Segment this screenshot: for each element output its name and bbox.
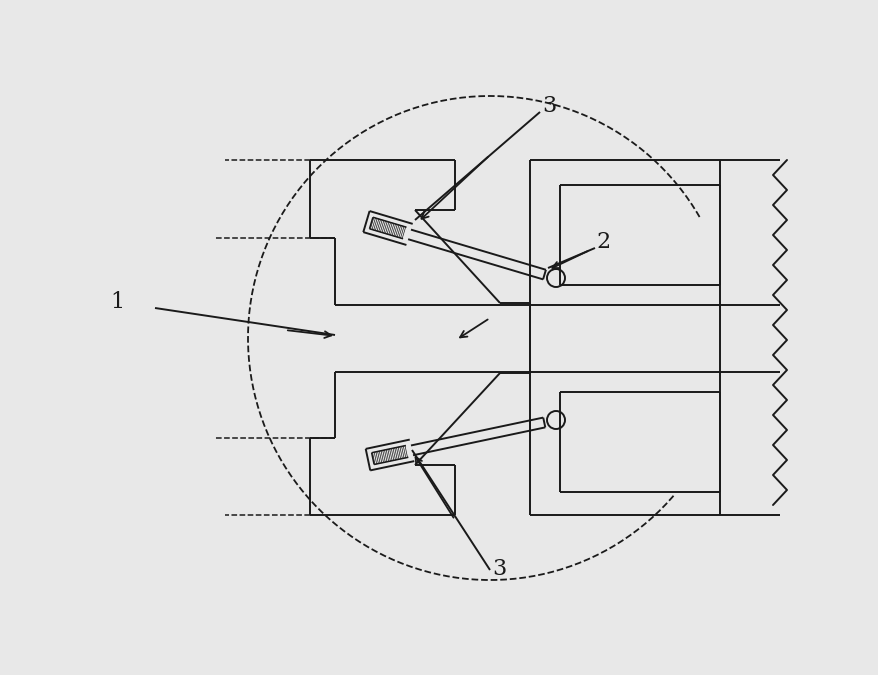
Text: 3: 3 xyxy=(542,95,556,117)
Text: 2: 2 xyxy=(595,231,609,253)
Text: 1: 1 xyxy=(110,291,124,313)
Text: 3: 3 xyxy=(492,558,506,580)
